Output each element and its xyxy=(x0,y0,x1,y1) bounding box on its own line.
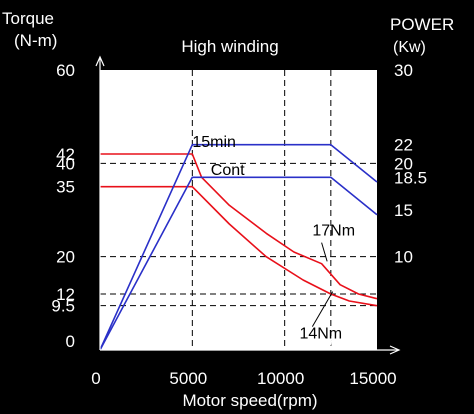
right-tick-label: 15 xyxy=(394,201,413,220)
left-tick-label: 9.5 xyxy=(51,297,75,316)
callout-line-14nm xyxy=(311,291,334,327)
annotation-label: 14Nm xyxy=(299,325,342,342)
x-tick-label: 5000 xyxy=(169,369,207,388)
right-axis-title: POWER xyxy=(390,15,454,34)
right-tick-label: 30 xyxy=(394,61,413,80)
x-axis-title: Motor speed(rpm) xyxy=(182,391,317,410)
right-tick-label: 18.5 xyxy=(394,168,427,187)
y-axis-arrow xyxy=(95,55,105,67)
left-axis-title: Torque xyxy=(2,9,54,28)
right-tick-label: 20 xyxy=(394,154,413,173)
annotation-label: Cont xyxy=(211,162,245,179)
x-tick-label: 15000 xyxy=(349,369,396,388)
torque-curve-0 xyxy=(100,153,378,300)
right-axis-unit: (Kw) xyxy=(393,39,426,56)
plot-area xyxy=(100,70,377,350)
left-tick-label: 40 xyxy=(56,154,75,173)
right-tick-label: 22 xyxy=(394,136,413,155)
left-tick-label: 12 xyxy=(56,285,75,304)
x-axis-arrow xyxy=(389,345,401,355)
left-tick-label: 60 xyxy=(56,61,75,80)
right-tick-label: 10 xyxy=(394,248,413,267)
chart-title: High winding xyxy=(181,37,278,56)
left-tick-label: 20 xyxy=(56,248,75,267)
power-curve-3 xyxy=(99,176,378,351)
left-axis-unit: (N-m) xyxy=(14,31,57,50)
x-tick-label: 0 xyxy=(91,369,100,388)
left-tick-label: 42 xyxy=(56,145,75,164)
callout-line-17nm xyxy=(321,242,328,262)
annotation-label: 15min xyxy=(192,134,236,151)
x-tick-label: 10000 xyxy=(257,369,304,388)
x-inner-label: 12500 xyxy=(297,334,342,351)
left-tick-label: 0 xyxy=(66,332,75,351)
annotation-label: 17Nm xyxy=(312,223,355,240)
left-tick-label: 35 xyxy=(56,178,75,197)
power-curve-2 xyxy=(99,143,378,351)
torque-curve-1 xyxy=(100,185,378,307)
